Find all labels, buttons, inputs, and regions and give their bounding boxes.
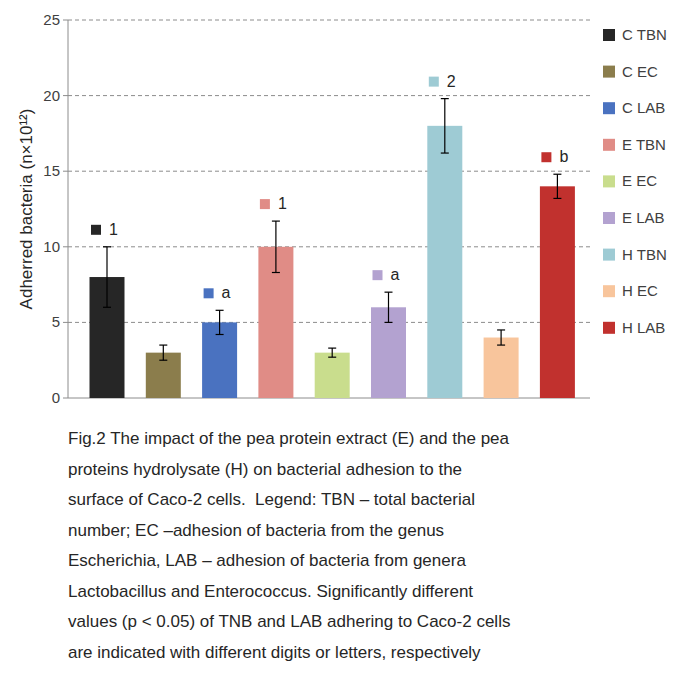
error-bar (388, 292, 389, 322)
error-cap (385, 292, 393, 293)
error-cap (441, 152, 449, 153)
legend-label: H LAB (622, 319, 665, 336)
error-cap (497, 344, 505, 345)
legend-label: E TBN (622, 136, 666, 153)
significance-label: a (222, 284, 231, 301)
bar (427, 126, 462, 398)
legend-label: H EC (622, 282, 658, 299)
significance-label: 1 (278, 195, 287, 212)
tick-mark (63, 171, 68, 172)
bars (90, 99, 575, 398)
legend-swatch (603, 29, 615, 41)
caption-line: proteins hydrolysate (H) on bacterial ad… (68, 460, 462, 479)
caption-line: Escherichia, LAB – adhesion of bacteria … (68, 551, 466, 570)
legend-label: H TBN (622, 246, 667, 263)
tick-label: 15 (43, 162, 60, 179)
legend-label: C LAB (622, 99, 665, 116)
legend-swatch (603, 212, 615, 224)
significance-marker (91, 225, 101, 235)
y-axis (68, 20, 69, 398)
error-bar (444, 99, 445, 153)
error-bar (106, 247, 107, 307)
legend-swatch (603, 249, 615, 261)
significance-marker (373, 270, 383, 280)
annotations: 1 a 1 a 2 b (91, 73, 568, 302)
significance-label: a (391, 266, 400, 283)
error-cap (553, 198, 561, 199)
error-cap (103, 246, 111, 247)
tick-mark (63, 322, 68, 323)
tick-mark (63, 95, 68, 96)
error-cap (328, 357, 336, 358)
legend-swatch (603, 285, 615, 297)
grid-line (68, 322, 590, 323)
significance-label: b (559, 148, 568, 165)
error-cap (441, 98, 449, 99)
legend-label: E LAB (622, 209, 665, 226)
caption: Fig.2 The impact of the pea protein extr… (68, 429, 510, 662)
significance-marker (429, 77, 439, 87)
error-cap (328, 348, 336, 349)
caption-line: Lactobacillus and Enterococcus. Signific… (68, 582, 473, 601)
error-bar (501, 330, 502, 345)
error-bar (275, 221, 276, 272)
tick-label: 25 (43, 11, 60, 28)
significance-marker (260, 199, 270, 209)
error-cap (216, 310, 224, 311)
grid-line (68, 171, 590, 172)
legend-label: C TBN (622, 26, 667, 43)
error-bar (557, 174, 558, 198)
tick-mark (63, 246, 68, 247)
legend-label: C EC (622, 63, 658, 80)
tick-mark (63, 398, 68, 399)
bar (315, 353, 350, 398)
legend-swatch (603, 139, 615, 151)
legend-swatch (603, 102, 615, 114)
error-cap (216, 334, 224, 335)
error-cap (497, 329, 505, 330)
legend-swatch (603, 66, 615, 78)
significance-label: 1 (109, 221, 118, 238)
significance-marker (204, 288, 214, 298)
grid-line (68, 95, 590, 96)
legend: C TBN C EC C LAB E TBN E EC E LAB H TBN H EC H L… (603, 26, 667, 336)
error-cap (385, 322, 393, 323)
significance-marker (541, 152, 551, 162)
caption-line: Fig.2 The impact of the pea protein extr… (68, 429, 510, 448)
error-bar (163, 345, 164, 360)
caption-line: surface of Caco-2 cells. Legend: TBN – t… (68, 490, 475, 509)
error-cap (553, 174, 561, 175)
error-bar (332, 348, 333, 357)
tick-label: 0 (52, 389, 60, 406)
bar (484, 338, 519, 398)
caption-line: number; EC –adhesion of bacteria from th… (68, 521, 444, 540)
error-cap (272, 272, 280, 273)
error-cap (272, 220, 280, 221)
caption-line: are indicated with different digits or l… (68, 643, 481, 662)
legend-swatch (603, 175, 615, 187)
tick-mark (63, 20, 68, 21)
y-axis-label: Adherred bacteria (n×10¹²) (17, 109, 36, 310)
tick-label: 5 (52, 313, 60, 330)
caption-line: values (p < 0.05) of TNB and LAB adherin… (68, 612, 510, 631)
grid-line (68, 246, 590, 247)
error-bar (219, 310, 220, 334)
legend-label: E EC (622, 172, 657, 189)
chart: 0 5 10 15 20 25 Adherred bacteria (n×10¹²) 1 a 1 a… (0, 0, 700, 677)
tick-label: 20 (43, 87, 60, 104)
legend-swatch (603, 322, 615, 334)
error-cap (159, 344, 167, 345)
error-cap (103, 307, 111, 308)
bar (540, 186, 575, 398)
tick-label: 10 (43, 238, 60, 255)
significance-label: 2 (447, 73, 456, 90)
error-cap (159, 360, 167, 361)
grid-line (68, 20, 590, 21)
